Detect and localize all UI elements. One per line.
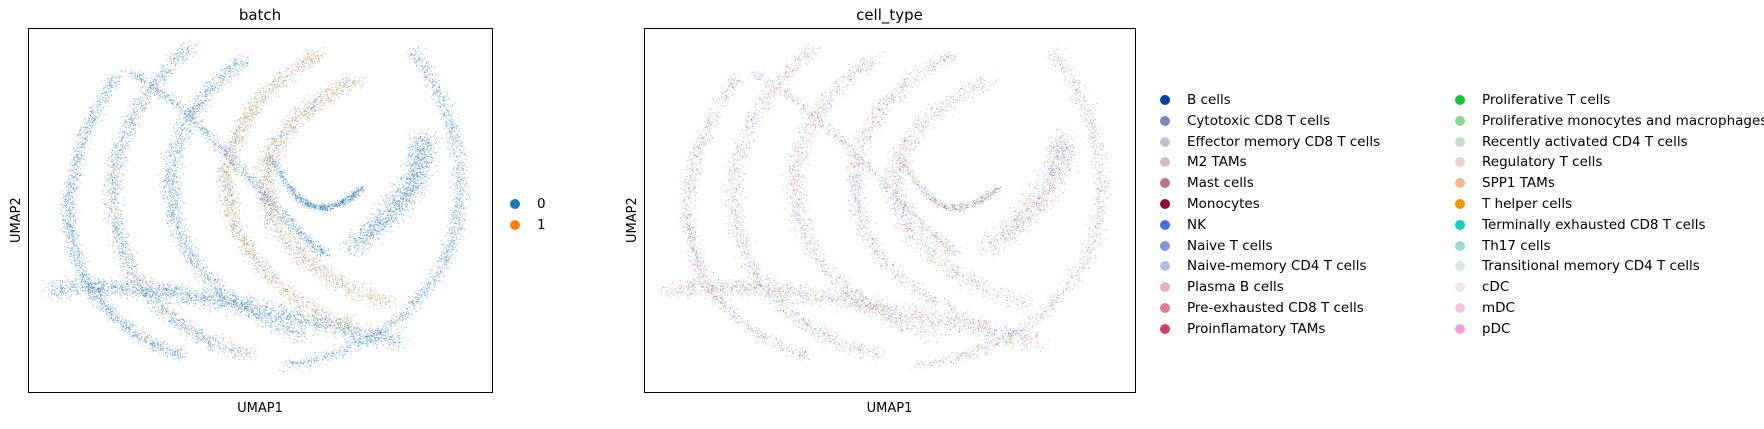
legend-marker: [1160, 282, 1170, 293]
legend-item: B cells: [1160, 92, 1231, 108]
legend-label: Mast cells: [1187, 175, 1254, 191]
legend-label: Th17 cells: [1482, 238, 1551, 254]
legend-item: Effector memory CD8 T cells: [1160, 134, 1380, 150]
legend-label: Cytotoxic CD8 T cells: [1187, 113, 1330, 129]
legend-item: Naive T cells: [1160, 238, 1273, 254]
legend-label: Regulatory T cells: [1482, 154, 1602, 170]
chart-title: cell_type: [644, 6, 1135, 24]
legend-label: Effector memory CD8 T cells: [1187, 134, 1380, 150]
legend-marker: [510, 219, 520, 230]
legend-item: Proliferative T cells: [1455, 92, 1610, 108]
legend-marker: [1160, 303, 1170, 313]
plot-area: [28, 28, 493, 393]
chart-title: batch: [28, 6, 492, 24]
legend-item: Plasma B cells: [1160, 279, 1284, 295]
legend-item: Naive-memory CD4 T cells: [1160, 258, 1367, 274]
legend-label: Proinflamatory TAMs: [1187, 321, 1325, 337]
legend-item: Regulatory T cells: [1455, 154, 1602, 170]
legend-label: NK: [1187, 217, 1206, 233]
legend-label: Naive-memory CD4 T cells: [1187, 258, 1367, 274]
legend-marker: [1455, 261, 1465, 272]
legend-label: Proliferative T cells: [1482, 92, 1610, 108]
scatter-plot: [40, 39, 471, 373]
legend-item: Transitional memory CD4 T cells: [1455, 258, 1700, 274]
legend-item: Proinflamatory TAMs: [1160, 321, 1325, 337]
legend-label: SPP1 TAMs: [1482, 175, 1555, 191]
legend-label: T helper cells: [1482, 196, 1572, 212]
legend-item: NK: [1160, 217, 1206, 233]
legend-item: Mast cells: [1160, 175, 1254, 191]
legend-marker: [1455, 240, 1465, 251]
legend-item: mDC: [1455, 300, 1515, 316]
legend-item: Monocytes: [1160, 196, 1260, 212]
legend-marker: [1455, 303, 1465, 313]
legend-label: Recently activated CD4 T cells: [1482, 134, 1688, 150]
legend-item: Th17 cells: [1455, 238, 1551, 254]
legend-label: 0: [537, 196, 546, 212]
legend-marker: [510, 199, 520, 209]
legend-item: pDC: [1455, 321, 1510, 337]
legend-marker: [1160, 95, 1170, 105]
legend-marker: [1455, 323, 1465, 334]
legend-marker: [1455, 115, 1465, 126]
legend-marker: [1160, 115, 1170, 126]
y-axis-label: UMAP2: [9, 197, 24, 243]
legend-item: cDC: [1455, 279, 1509, 295]
legend-marker: [1455, 95, 1465, 105]
legend-item: Proliferative monocytes and macrophages: [1455, 113, 1764, 129]
legend-marker: [1455, 136, 1465, 147]
legend-label: mDC: [1482, 300, 1515, 316]
legend-label: 1: [537, 217, 546, 233]
x-axis-label: UMAP1: [644, 401, 1135, 416]
legend-item: SPP1 TAMs: [1455, 175, 1555, 191]
legend-item: Cytotoxic CD8 T cells: [1160, 113, 1330, 129]
legend-label: Monocytes: [1187, 196, 1260, 212]
legend-marker: [1455, 282, 1465, 293]
legend-item: M2 TAMs: [1160, 154, 1247, 170]
legend-label: Terminally exhausted CD8 T cells: [1482, 217, 1706, 233]
legend-marker: [1455, 219, 1465, 230]
legend-marker: [1455, 199, 1465, 209]
legend-label: cDC: [1482, 279, 1509, 295]
legend-item: T helper cells: [1455, 196, 1572, 212]
x-axis-label: UMAP1: [28, 401, 492, 416]
legend-item: 1: [510, 217, 546, 233]
legend-label: Transitional memory CD4 T cells: [1482, 258, 1700, 274]
legend-item: 0: [510, 196, 546, 212]
legend-marker: [1160, 136, 1170, 147]
scatter-plot: [658, 39, 1112, 372]
legend-label: M2 TAMs: [1187, 154, 1247, 170]
legend-marker: [1160, 219, 1170, 230]
legend-marker: [1160, 199, 1170, 209]
legend-marker: [1160, 323, 1170, 334]
legend-item: Terminally exhausted CD8 T cells: [1455, 217, 1706, 233]
y-axis-label: UMAP2: [625, 197, 640, 243]
plot-area: [644, 28, 1136, 393]
legend-label: Naive T cells: [1187, 238, 1273, 254]
legend-marker: [1160, 157, 1170, 168]
legend-label: pDC: [1482, 321, 1510, 337]
legend-item: Pre-exhausted CD8 T cells: [1160, 300, 1364, 316]
legend-label: Proliferative monocytes and macrophages: [1482, 113, 1764, 129]
legend-marker: [1160, 178, 1170, 189]
legend-marker: [1160, 240, 1170, 251]
legend-label: B cells: [1187, 92, 1231, 108]
legend-label: Pre-exhausted CD8 T cells: [1187, 300, 1364, 316]
legend-marker: [1160, 261, 1170, 272]
legend-item: Recently activated CD4 T cells: [1455, 134, 1688, 150]
legend-marker: [1455, 178, 1465, 189]
legend-marker: [1455, 157, 1465, 168]
legend-label: Plasma B cells: [1187, 279, 1284, 295]
